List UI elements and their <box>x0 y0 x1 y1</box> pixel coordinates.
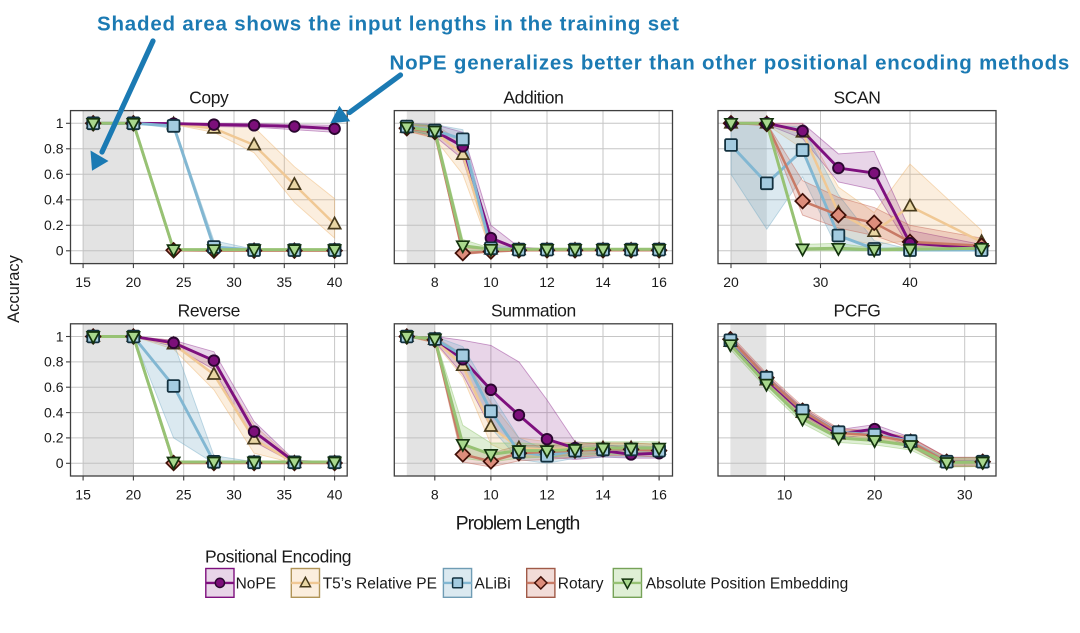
svg-text:20: 20 <box>126 274 142 290</box>
svg-text:Shaded area shows the input le: Shaded area shows the input lengths in t… <box>97 13 680 36</box>
svg-text:T5’s Relative PE: T5’s Relative PE <box>323 575 437 592</box>
svg-text:Addition: Addition <box>503 87 563 107</box>
svg-text:Rotary: Rotary <box>558 575 604 592</box>
svg-text:0: 0 <box>56 455 64 471</box>
svg-text:30: 30 <box>957 487 973 503</box>
svg-text:0.8: 0.8 <box>44 354 64 370</box>
svg-text:Reverse: Reverse <box>178 301 240 321</box>
svg-text:NoPE generalizes better than o: NoPE generalizes better than other posit… <box>390 52 1071 75</box>
svg-text:0: 0 <box>56 243 64 259</box>
svg-text:Problem Length: Problem Length <box>456 512 580 534</box>
svg-text:14: 14 <box>595 274 611 290</box>
svg-text:0.8: 0.8 <box>44 141 64 157</box>
svg-text:8: 8 <box>431 487 439 503</box>
svg-text:PCFG: PCFG <box>833 301 880 321</box>
svg-text:15: 15 <box>75 274 91 290</box>
svg-text:30: 30 <box>813 274 829 290</box>
svg-text:0.4: 0.4 <box>44 192 64 208</box>
svg-text:20: 20 <box>723 274 739 290</box>
svg-text:10: 10 <box>777 487 793 503</box>
svg-text:16: 16 <box>651 487 667 503</box>
svg-text:20: 20 <box>867 487 883 503</box>
svg-text:NoPE: NoPE <box>236 575 277 592</box>
svg-text:20: 20 <box>126 487 142 503</box>
svg-text:25: 25 <box>176 274 192 290</box>
svg-text:10: 10 <box>483 487 499 503</box>
svg-text:Summation: Summation <box>491 301 576 321</box>
svg-text:1: 1 <box>56 328 64 344</box>
svg-text:0.4: 0.4 <box>44 404 64 420</box>
svg-text:15: 15 <box>75 487 91 503</box>
svg-text:30: 30 <box>226 487 242 503</box>
svg-text:Positional Encoding: Positional Encoding <box>205 547 351 567</box>
svg-text:Accuracy: Accuracy <box>5 254 23 323</box>
svg-text:8: 8 <box>431 274 439 290</box>
svg-text:1: 1 <box>56 115 64 131</box>
svg-text:0.2: 0.2 <box>44 430 64 446</box>
svg-text:30: 30 <box>226 274 242 290</box>
svg-text:Copy: Copy <box>189 87 229 107</box>
svg-text:35: 35 <box>277 487 293 503</box>
svg-text:SCAN: SCAN <box>833 87 880 107</box>
svg-text:14: 14 <box>595 487 611 503</box>
svg-text:25: 25 <box>176 487 192 503</box>
svg-text:0.2: 0.2 <box>44 217 64 233</box>
svg-text:0.6: 0.6 <box>44 166 64 182</box>
svg-text:10: 10 <box>483 274 499 290</box>
svg-text:40: 40 <box>327 487 343 503</box>
svg-text:12: 12 <box>539 274 555 290</box>
svg-text:0.6: 0.6 <box>44 379 64 395</box>
svg-text:40: 40 <box>327 274 343 290</box>
svg-text:ALiBi: ALiBi <box>475 575 511 592</box>
svg-text:12: 12 <box>539 487 555 503</box>
svg-text:35: 35 <box>277 274 293 290</box>
svg-text:16: 16 <box>651 274 667 290</box>
svg-text:40: 40 <box>902 274 918 290</box>
svg-text:Absolute Position Embedding: Absolute Position Embedding <box>646 575 849 592</box>
